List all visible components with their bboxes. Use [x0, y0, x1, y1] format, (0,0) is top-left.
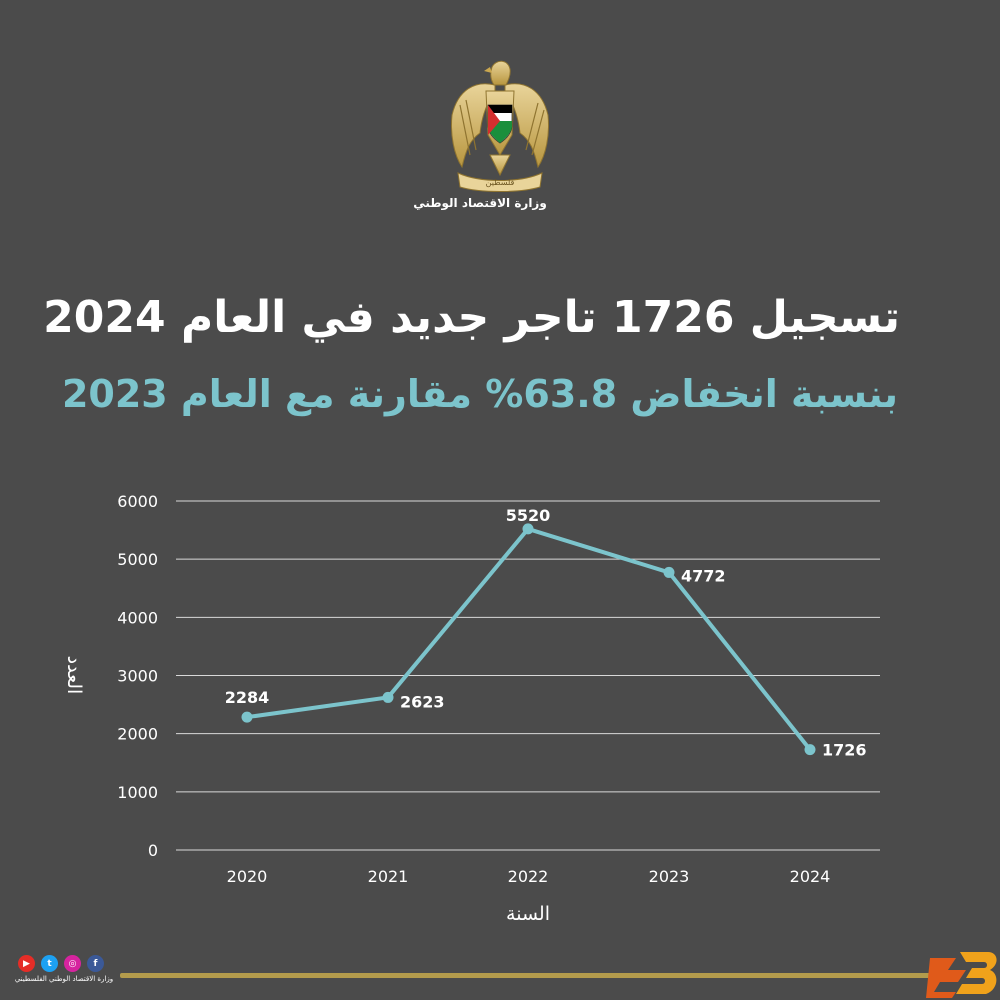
- y-axis-ticks: 0 1000 2000 3000 4000 5000 6000: [117, 492, 158, 860]
- twitter-icon[interactable]: t: [41, 955, 58, 972]
- data-point-2021: [382, 691, 394, 703]
- y-tick-label: 4000: [117, 608, 158, 627]
- x-axis-title: السنة: [506, 903, 550, 925]
- x-tick-label: 2021: [368, 867, 409, 886]
- data-point-2022: [522, 523, 534, 535]
- eagle-emblem-icon: فلسطين: [451, 60, 549, 192]
- y-axis-title: العدد: [63, 656, 85, 695]
- y-tick-label: 6000: [117, 492, 158, 511]
- facebook-icon[interactable]: f: [87, 955, 104, 972]
- social-caption: وزارة الاقتصاد الوطني الفلسطيني: [14, 975, 114, 983]
- y-tick-label: 3000: [117, 667, 158, 686]
- page-title: تسجيل 1726 تاجر جديد في العام 2024: [43, 292, 900, 343]
- data-point-2024: [804, 744, 816, 756]
- page-subtitle: بنسبة انخفاض 63.8% مقارنة مع العام 2023: [61, 372, 899, 416]
- data-label-2022: 5520: [506, 506, 551, 525]
- youtube-icon[interactable]: ▶: [18, 955, 35, 972]
- x-tick-label: 2022: [508, 867, 549, 886]
- brand-logo-icon: [926, 952, 997, 998]
- series-line: [245, 526, 812, 752]
- footer-divider: [120, 973, 930, 978]
- y-tick-label: 5000: [117, 550, 158, 569]
- x-tick-label: 2024: [790, 867, 831, 886]
- data-labels: 2284 2623 5520 4772 1726: [225, 506, 867, 760]
- instagram-icon[interactable]: ◎: [64, 955, 81, 972]
- emblem-scroll-text: فلسطين: [486, 178, 515, 187]
- social-links: ▶ t ◎ f: [18, 955, 104, 972]
- x-axis-ticks: 2020 2021 2022 2023 2024: [227, 867, 831, 886]
- x-tick-label: 2020: [227, 867, 268, 886]
- ministry-name: وزارة الاقتصاد الوطني: [413, 196, 547, 210]
- data-point-2020: [241, 711, 253, 723]
- data-label-2021: 2623: [400, 692, 445, 711]
- x-tick-label: 2023: [649, 867, 690, 886]
- data-point-2023: [663, 566, 675, 578]
- data-label-2023: 4772: [681, 566, 726, 585]
- data-points: [241, 523, 816, 756]
- data-label-2024: 1726: [822, 741, 867, 760]
- y-tick-label: 2000: [117, 725, 158, 744]
- y-tick-label: 1000: [117, 783, 158, 802]
- chart-grid: [176, 500, 880, 851]
- data-label-2020: 2284: [225, 688, 270, 707]
- y-tick-label: 0: [148, 841, 158, 860]
